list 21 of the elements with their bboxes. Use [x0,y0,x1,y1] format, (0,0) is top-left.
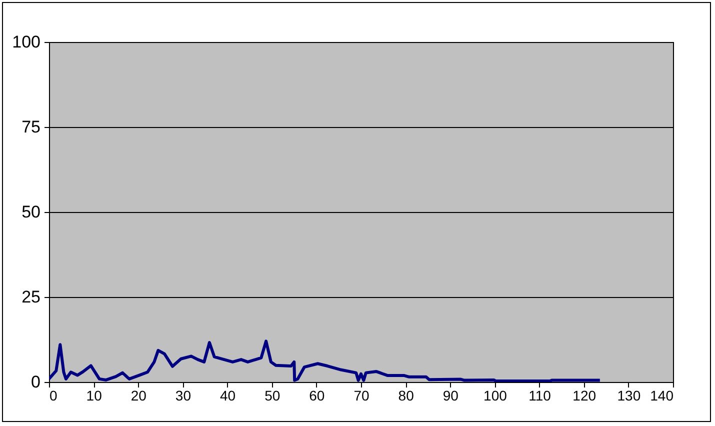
x-tick-label: 80 [398,388,414,404]
x-tick-label: 110 [528,388,552,404]
x-tick-label: 10 [86,388,102,404]
x-tick-label: 50 [264,388,280,404]
x-tick-label: 70 [354,388,370,404]
x-tick-label: 0 [50,388,58,404]
y-tick-label: 75 [22,118,40,136]
y-tick-label: 100 [12,32,40,52]
x-tick-label: 30 [175,388,192,404]
x-tick-label: 20 [130,388,147,404]
x-tick-label: 140 [650,388,674,404]
x-tick-label: 90 [442,388,459,404]
x-tick-label: 40 [220,388,236,404]
x-tick-label: 120 [572,388,596,404]
y-tick-label: 0 [31,372,40,392]
x-tick-label: 60 [309,388,325,404]
x-tick-label: 100 [484,388,508,404]
y-tick-label: 50 [22,202,40,222]
y-tick-label: 25 [22,288,40,306]
line-series [49,340,602,382]
x-tick-label: 130 [617,388,641,404]
